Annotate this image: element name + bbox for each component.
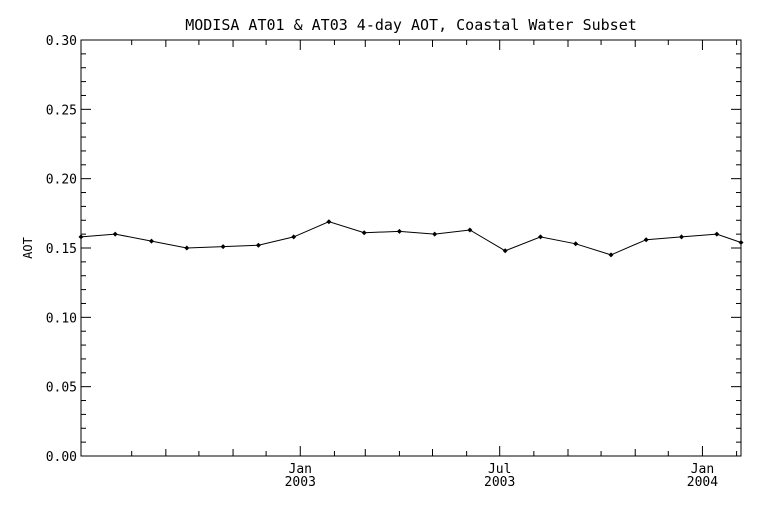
- series-group: [78, 219, 744, 258]
- data-point: [643, 237, 649, 243]
- data-point: [573, 241, 579, 247]
- data-point: [396, 228, 402, 234]
- series-line: [80, 221, 742, 256]
- data-point: [78, 234, 84, 240]
- y-tick-label: 0.10: [46, 311, 77, 326]
- data-point: [714, 231, 720, 237]
- x-tick-year-label: 2003: [285, 475, 316, 490]
- y-tick-label: 0.05: [46, 381, 77, 396]
- data-point: [361, 230, 367, 236]
- x-tick-year-label: 2003: [484, 475, 515, 490]
- data-point: [291, 234, 297, 240]
- x-tick-label: Jan: [289, 462, 312, 477]
- x-tick-year-label: 2004: [687, 475, 718, 490]
- x-tick-label: Jan: [691, 462, 714, 477]
- plot-frame: [80, 39, 742, 457]
- data-point: [538, 234, 543, 240]
- data-point: [184, 245, 190, 251]
- data-point: [432, 231, 438, 237]
- data-point: [149, 238, 154, 244]
- data-point: [326, 219, 332, 225]
- data-point: [255, 242, 261, 248]
- y-tick-label: 0.00: [46, 450, 77, 465]
- chart-title: MODISA AT01 & AT03 4-day AOT, Coastal Wa…: [185, 16, 637, 34]
- y-tick-label: 0.30: [46, 34, 77, 49]
- data-point: [679, 234, 684, 240]
- data-point: [112, 231, 118, 237]
- y-axis-label: AOT: [21, 237, 35, 259]
- data-point: [608, 252, 614, 258]
- y-tick-label: 0.20: [46, 173, 77, 188]
- y-tick-label: 0.25: [46, 103, 77, 118]
- y-axis: 0.00 0.05 0.10 0.15 0.20 0.25 0.30: [46, 34, 741, 465]
- x-tick-label: Jul: [488, 462, 511, 477]
- data-point: [220, 244, 226, 250]
- data-point: [502, 248, 508, 254]
- data-point: [467, 227, 473, 233]
- y-tick-label: 0.15: [46, 242, 77, 257]
- data-point: [738, 240, 744, 245]
